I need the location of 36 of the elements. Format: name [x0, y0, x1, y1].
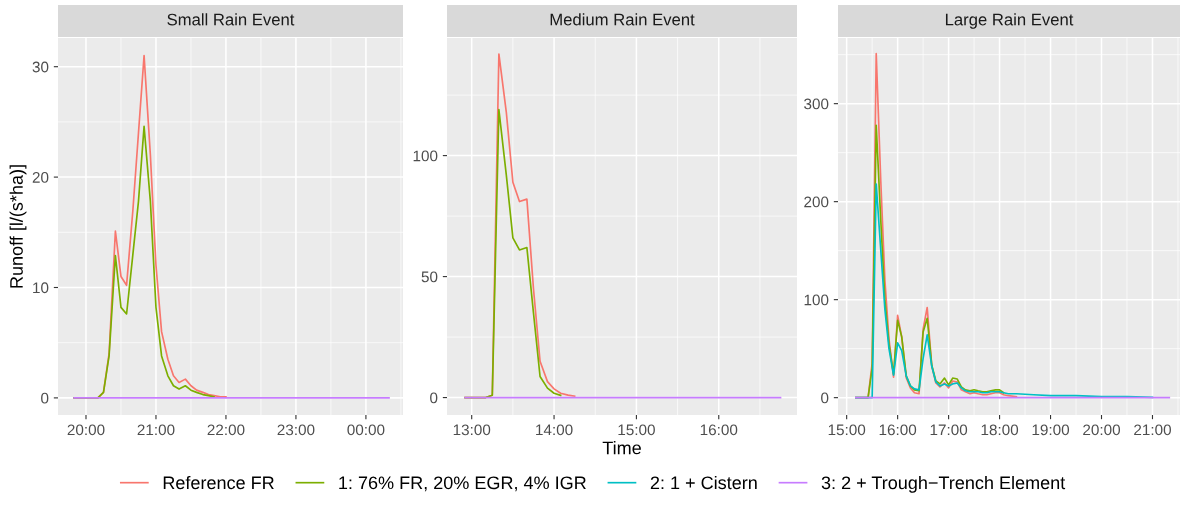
x-tick-label: 18:00 — [981, 424, 1019, 436]
legend-label: 3: 2 + Trough−Trench Element — [821, 475, 1066, 493]
y-tick-label: 50 — [421, 271, 438, 283]
x-tick-label: 15:00 — [828, 424, 866, 436]
x-tick-label: 16:00 — [879, 424, 917, 436]
x-axis-title: Time — [602, 441, 641, 455]
x-tick-label: 14:00 — [536, 424, 573, 436]
x-tick-label: 00:00 — [347, 424, 385, 436]
chart-title: Small Rain Event — [167, 13, 295, 26]
x-tick-label: 20:00 — [67, 424, 105, 436]
y-tick-label: 10 — [33, 282, 49, 294]
x-tick-label: 21:00 — [137, 424, 175, 436]
x-tick-label: 15:00 — [618, 424, 655, 436]
chart-title: Medium Rain Event — [550, 13, 695, 26]
y-tick-label: 0 — [821, 392, 829, 404]
y-tick-label: 200 — [804, 196, 829, 208]
x-tick-label: 23:00 — [277, 424, 315, 436]
y-tick-label: 0 — [41, 392, 49, 404]
x-tick-label: 16:00 — [700, 424, 738, 436]
x-tick-label: 13:00 — [453, 424, 491, 436]
y-tick-label: 100 — [413, 150, 438, 162]
y-tick-label: 300 — [804, 98, 829, 110]
y-axis-title: Runoff [l/(s*ha)] — [9, 165, 27, 288]
x-tick-label: 21:00 — [1134, 424, 1171, 436]
chart-title: Large Rain Event — [945, 13, 1074, 29]
x-tick-label: 17:00 — [930, 424, 968, 436]
legend-label: Reference FR — [163, 475, 274, 490]
y-tick-label: 30 — [32, 61, 49, 73]
x-tick-label: 19:00 — [1032, 424, 1070, 436]
legend-label: 1: 76% FR, 20% EGR, 4% IGR — [339, 476, 586, 492]
y-tick-label: 20 — [32, 171, 49, 183]
y-tick-label: 100 — [804, 294, 829, 306]
x-tick-label: 20:00 — [1083, 424, 1121, 436]
legend-label: 2: 1 + Cistern — [650, 475, 757, 490]
x-tick-label: 22:00 — [207, 424, 245, 436]
y-tick-label: 0 — [430, 392, 438, 404]
